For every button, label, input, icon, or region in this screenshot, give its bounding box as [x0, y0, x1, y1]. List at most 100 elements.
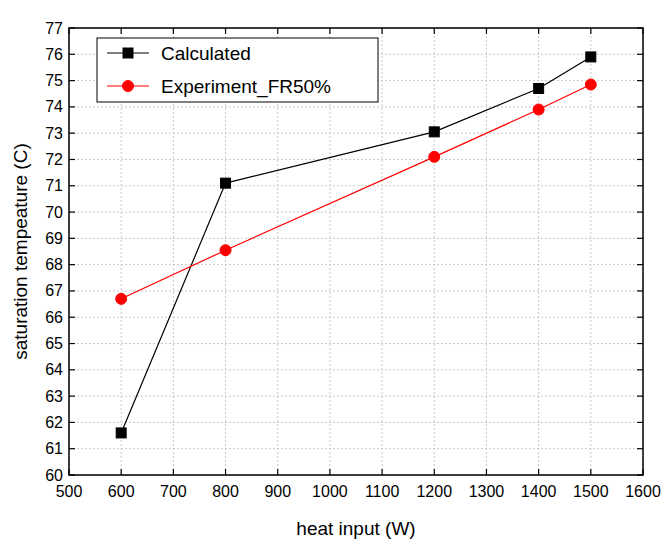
- x-tick-top: [173, 28, 174, 34]
- y-tick-label: 64: [45, 361, 63, 378]
- x-tick: [486, 469, 487, 475]
- y-tick-right: [637, 369, 643, 370]
- y-tick-label: 67: [45, 282, 63, 299]
- x-tick-label: 1300: [469, 483, 505, 500]
- y-tick: [69, 369, 75, 370]
- grid-line-y: [69, 448, 643, 449]
- y-tick-right: [637, 264, 643, 265]
- x-tick-label: 1200: [416, 483, 452, 500]
- data-point: [585, 79, 596, 90]
- plot-frame: [69, 28, 643, 475]
- y-tick: [69, 396, 75, 397]
- x-tick-label: 800: [212, 483, 239, 500]
- y-tick-right: [637, 343, 643, 344]
- x-tick-top: [121, 28, 122, 34]
- y-tick: [69, 159, 75, 160]
- legend-marker: [123, 48, 133, 58]
- y-tick: [69, 474, 75, 475]
- y-tick-label: 77: [45, 20, 63, 37]
- grid-line-y: [69, 290, 643, 291]
- y-tick-right: [637, 396, 643, 397]
- x-tick-top: [381, 28, 382, 34]
- x-tick: [225, 469, 226, 475]
- grid-line-y: [69, 264, 643, 265]
- x-tick-top: [68, 28, 69, 34]
- grid-line-y: [69, 133, 643, 134]
- y-tick: [69, 211, 75, 212]
- background: [0, 0, 668, 551]
- series-line: [121, 85, 591, 299]
- y-tick-label: 68: [45, 256, 63, 273]
- y-tick-label: 63: [45, 388, 63, 405]
- y-tick: [69, 448, 75, 449]
- y-tick-label: 61: [45, 440, 63, 457]
- grid-line-y: [69, 369, 643, 370]
- x-axis-label: heat input (W): [296, 518, 415, 539]
- y-tick-right: [637, 80, 643, 81]
- data-point: [221, 178, 231, 188]
- x-tick-top: [225, 28, 226, 34]
- y-tick-right: [637, 106, 643, 107]
- data-point: [534, 83, 544, 93]
- x-tick-label: 1600: [625, 483, 661, 500]
- grid-line-x: [382, 28, 383, 475]
- grid-line-y: [69, 185, 643, 186]
- y-tick-right: [637, 238, 643, 239]
- y-tick-right: [637, 211, 643, 212]
- legend-label: Experiment_FR50%: [161, 76, 331, 98]
- legend-box: [97, 38, 378, 102]
- grid-line-y: [69, 317, 643, 318]
- y-tick: [69, 54, 75, 55]
- y-tick-right: [637, 290, 643, 291]
- y-tick-label: 74: [45, 98, 63, 115]
- x-tick-top: [538, 28, 539, 34]
- y-tick-right: [637, 159, 643, 160]
- x-tick: [381, 469, 382, 475]
- axes: 5006007008009001000110012001300140015001…: [45, 20, 661, 501]
- x-tick: [121, 469, 122, 475]
- y-tick: [69, 317, 75, 318]
- x-tick: [277, 469, 278, 475]
- y-tick-right: [637, 422, 643, 423]
- x-tick-label: 600: [108, 483, 135, 500]
- grid-line-y: [69, 238, 643, 239]
- y-tick-label: 60: [45, 467, 63, 484]
- y-tick-right: [637, 54, 643, 55]
- chart: 5006007008009001000110012001300140015001…: [0, 0, 668, 551]
- x-tick-top: [642, 28, 643, 34]
- grid-line-x: [486, 28, 487, 475]
- y-tick-right: [637, 448, 643, 449]
- y-tick-right: [637, 27, 643, 28]
- data-point: [533, 104, 544, 115]
- data-point: [220, 245, 231, 256]
- grid: [69, 28, 643, 475]
- grid-line-y: [69, 396, 643, 397]
- y-tick-label: 62: [45, 414, 63, 431]
- data-point: [429, 151, 440, 162]
- legend-marker: [123, 81, 134, 92]
- x-tick-label: 1100: [365, 483, 400, 500]
- x-tick-top: [486, 28, 487, 34]
- x-tick-label: 1400: [521, 483, 557, 500]
- data: [116, 52, 597, 438]
- y-tick-label: 76: [45, 46, 63, 63]
- y-tick: [69, 80, 75, 81]
- x-tick: [173, 469, 174, 475]
- x-tick-top: [590, 28, 591, 34]
- grid-line-x: [538, 28, 539, 475]
- y-tick-label: 69: [45, 230, 63, 247]
- y-tick-label: 71: [45, 177, 63, 194]
- x-tick: [590, 469, 591, 475]
- x-tick-label: 900: [264, 483, 291, 500]
- data-point: [586, 52, 596, 62]
- grid-line-y: [69, 159, 643, 160]
- data-point: [116, 428, 126, 438]
- x-tick-top: [434, 28, 435, 34]
- y-tick: [69, 133, 75, 134]
- grid-line-x: [434, 28, 435, 475]
- y-tick-label: 65: [45, 335, 63, 352]
- x-tick: [68, 469, 69, 475]
- x-tick-label: 1000: [312, 483, 348, 500]
- x-tick: [434, 469, 435, 475]
- y-tick-label: 70: [45, 204, 63, 221]
